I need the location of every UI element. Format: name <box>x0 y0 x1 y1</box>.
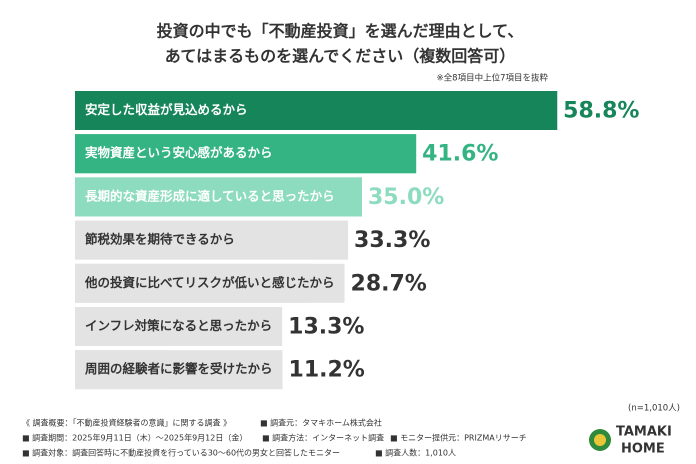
logo-mark <box>594 434 606 446</box>
category-label: インフレ対策になると思ったから <box>85 318 272 333</box>
category-label: 周囲の経験者に影響を受けたから <box>85 361 273 376</box>
chart-title: あてはまるものを選んでください（複数回答可） <box>165 47 516 66</box>
footer-note: ■ 調査期間：2025年9月11日（木）～2025年9月12日（金） <box>22 433 247 443</box>
footer-note: ■ 調査対象：調査回答時に不動産投資を行っている30～60代の男女と回答したモニ… <box>22 448 340 458</box>
bar <box>75 307 185 346</box>
value-label: 35.0% <box>368 185 444 210</box>
value-label: 33.3% <box>354 228 430 253</box>
footer-note: ■ 調査方法：インターネット調査 <box>262 433 384 443</box>
category-label: 安定した収益が見込めるから <box>85 102 248 117</box>
value-label: 41.6% <box>422 142 498 167</box>
footer-note: ■ 調査人数：1,010人 <box>375 448 456 458</box>
chart-title: 投資の中でも「不動産投資」を選んだ理由として、 <box>157 22 524 41</box>
footer-note: ■ モニター提供元：PRIZMAリサーチ <box>390 433 527 443</box>
footer-note: 《 調査概要：「不動産投資経験者の意識」に関する調査 》 <box>22 418 231 428</box>
value-label: 58.8% <box>563 99 639 124</box>
footer-note: ■ 調査元：タマキホーム株式会社 <box>260 418 382 428</box>
logo: TAMAKI HOME <box>589 425 672 457</box>
bar <box>75 263 311 303</box>
logo-text: TAMAKI <box>616 425 672 440</box>
value-label: 28.7% <box>351 271 427 296</box>
value-label: 11.2% <box>289 358 365 383</box>
category-label: 実物資産という安心感があるから <box>85 145 273 160</box>
bar <box>75 220 349 260</box>
sample-size: (n=1,010人) <box>628 404 680 414</box>
logo-text: HOME <box>621 442 665 457</box>
category-label: 節税効果を期待できるから <box>85 232 235 247</box>
bar <box>75 350 167 390</box>
value-label: 13.3% <box>288 315 364 340</box>
category-label: 長期的な資産形成に適していると思ったから <box>85 188 335 203</box>
bar <box>75 91 558 130</box>
subtitle: ※全8項目中上位7項目を抜粋 <box>437 73 549 84</box>
bar <box>75 134 417 174</box>
bar <box>75 177 362 217</box>
category-label: 他の投資に比べてリスクが低いと感じたから <box>84 275 335 290</box>
